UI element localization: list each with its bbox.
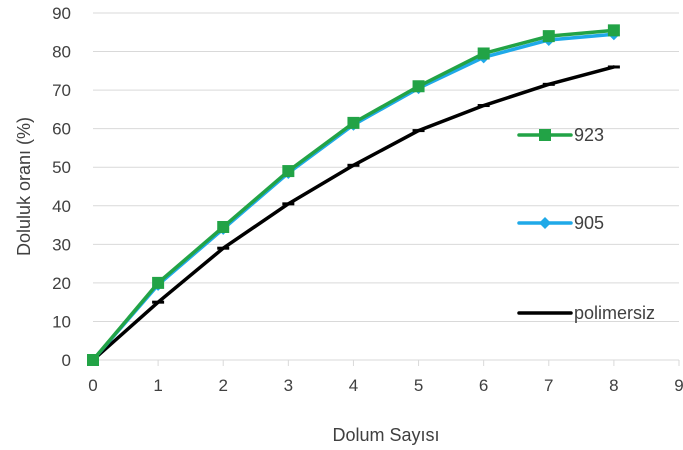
legend: 923 905 polimersiz: [517, 125, 655, 323]
legend-marker-0: [539, 129, 551, 141]
data-point-0-3: [282, 165, 295, 178]
x-tick-label-8: 8: [609, 376, 618, 395]
y-tick-label-30: 30: [52, 235, 71, 254]
series-line-2: [91, 65, 616, 362]
data-point-0-0: [87, 354, 99, 366]
legend-label-1: 905: [574, 213, 604, 233]
y-tick-label-10: 10: [52, 312, 71, 331]
x-tick-label-3: 3: [284, 376, 293, 395]
data-point-0-6: [477, 47, 490, 60]
x-tick-label-9: 9: [674, 376, 683, 395]
series-line-0: [91, 28, 616, 362]
data-point-0-2: [217, 220, 230, 233]
data-point-0-8: [607, 24, 620, 37]
x-tick-label-2: 2: [218, 376, 227, 395]
x-tick-label-0: 0: [88, 376, 97, 395]
x-tick-label-1: 1: [153, 376, 162, 395]
legend-label-2: polimersiz: [574, 303, 655, 323]
y-tick-label-20: 20: [52, 274, 71, 293]
y-tick-label-90: 90: [52, 4, 71, 23]
y-tick-label-70: 70: [52, 81, 71, 100]
x-tick-label-4: 4: [349, 376, 358, 395]
legend-item-1: 905: [517, 213, 604, 233]
data-point-0-5: [412, 80, 425, 93]
legend-item-2: polimersiz: [517, 303, 655, 323]
series-0: [87, 24, 620, 366]
x-tick-label-5: 5: [414, 376, 423, 395]
data-point-0-1: [152, 276, 165, 289]
legend-item-0: 923: [517, 125, 604, 145]
series-1: [87, 28, 620, 366]
grid-layer: [93, 12, 679, 322]
y-axis-title: Doluluk oranı (%): [14, 117, 34, 256]
series-line-1: [91, 32, 616, 362]
legend-marker-1: [539, 217, 551, 229]
x-axis-title: Dolum Sayısı: [332, 425, 439, 445]
axis-layer: 0 10 20 30 40 50 60 70 80 90 0 1 2 3 4 5 6 7 8 9: [52, 4, 683, 395]
y-tick-label-0: 0: [62, 351, 71, 370]
data-point-0-4: [347, 116, 360, 129]
y-tick-label-60: 60: [52, 120, 71, 139]
x-tick-label-7: 7: [544, 376, 553, 395]
y-tick-label-80: 80: [52, 43, 71, 62]
y-tick-label-40: 40: [52, 197, 71, 216]
series-layer: [87, 24, 620, 366]
x-tick-label-6: 6: [479, 376, 488, 395]
data-point-0-7: [542, 30, 555, 43]
series-2: [87, 65, 620, 362]
legend-label-0: 923: [574, 125, 604, 145]
y-tick-label-50: 50: [52, 158, 71, 177]
